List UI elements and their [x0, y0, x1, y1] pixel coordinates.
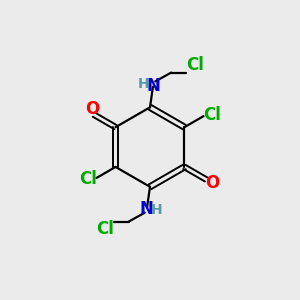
Text: Cl: Cl [186, 56, 204, 74]
Text: Cl: Cl [79, 170, 97, 188]
Text: Cl: Cl [96, 220, 114, 238]
Text: Cl: Cl [203, 106, 221, 124]
Text: N: N [140, 200, 153, 217]
Text: O: O [205, 174, 219, 192]
Text: O: O [85, 100, 100, 118]
Text: N: N [147, 76, 160, 94]
Text: H: H [138, 77, 149, 91]
Text: H: H [151, 203, 162, 217]
